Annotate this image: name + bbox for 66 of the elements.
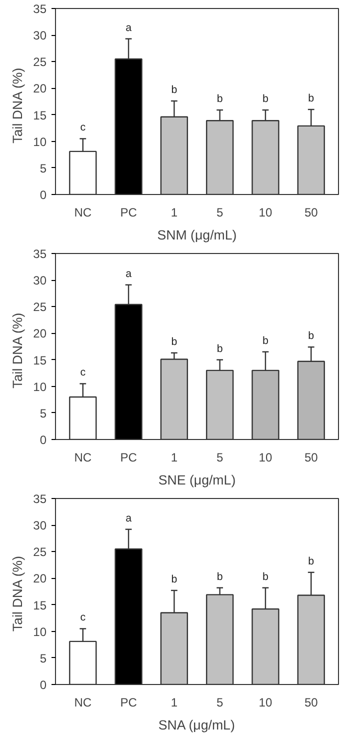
y-tick-label: 10 xyxy=(33,380,47,394)
y-tick-label: 25 xyxy=(33,545,47,560)
y-axis-title: Tail DNA (%) xyxy=(10,556,26,632)
y-tick-label: 25 xyxy=(33,55,47,70)
annotation: b xyxy=(216,570,223,583)
x-axis-title: SNM (μg/mL) xyxy=(157,228,237,242)
annotation: b xyxy=(308,330,314,342)
y-tick-label: 30 xyxy=(33,518,47,533)
x-tick-label: 10 xyxy=(258,206,272,220)
y-tick-label: 15 xyxy=(33,353,47,368)
x-tick-label: 5 xyxy=(216,696,224,710)
y-tick-label: 5 xyxy=(40,651,47,666)
x-axis-title: SNE (μg/mL) xyxy=(158,472,236,488)
x-tick-label: 1 xyxy=(170,206,178,220)
y-tick-label: 35 xyxy=(33,492,47,506)
y-tick-label: 30 xyxy=(33,28,47,43)
annotation: c xyxy=(80,122,86,134)
x-tick-label: 1 xyxy=(170,696,178,710)
y-tick-label: 35 xyxy=(33,2,47,16)
annotation: c xyxy=(80,366,86,379)
y-axis-title: Tail DNA (%) xyxy=(10,68,26,144)
x-tick-label: PC xyxy=(120,450,138,464)
y-tick-label: 5 xyxy=(40,406,47,420)
annotation: b xyxy=(262,570,269,583)
annotation: b xyxy=(171,573,178,586)
y-tick-label: 30 xyxy=(33,274,47,288)
x-tick-label: 50 xyxy=(304,696,318,710)
annotation: b xyxy=(308,92,314,104)
annotation: b xyxy=(262,93,269,106)
annotation: b xyxy=(308,555,314,568)
y-tick-label: 20 xyxy=(33,326,47,341)
y-tick-label: 0 xyxy=(40,678,47,692)
y-tick-label: 15 xyxy=(33,598,47,612)
annotation: a xyxy=(126,22,132,34)
x-tick-label: PC xyxy=(120,206,138,220)
x-tick-label: 5 xyxy=(216,206,224,220)
y-tick-label: 10 xyxy=(33,134,47,149)
annotation: b xyxy=(216,93,223,106)
x-tick-label: 10 xyxy=(258,696,272,710)
x-tick-label: NC xyxy=(74,450,92,464)
y-tick-label: 20 xyxy=(33,82,47,96)
x-tick-label: 10 xyxy=(258,450,272,464)
annotation: b xyxy=(262,334,269,347)
annotation: b xyxy=(171,84,178,96)
y-axis-title: Tail DNA (%) xyxy=(10,312,26,388)
x-tick-label: 1 xyxy=(170,450,178,464)
y-tick-label: 25 xyxy=(33,300,47,314)
x-tick-label: 50 xyxy=(304,206,318,220)
x-axis-title: SNA (μg/mL) xyxy=(158,718,235,732)
y-tick-label: 15 xyxy=(33,108,47,122)
y-tick-label: 0 xyxy=(40,433,47,447)
x-tick-label: 50 xyxy=(304,450,318,464)
y-tick-label: 35 xyxy=(33,247,47,261)
x-tick-label: 5 xyxy=(216,450,224,464)
annotation: a xyxy=(126,512,132,524)
x-tick-label: NC xyxy=(74,696,92,710)
annotation: b xyxy=(171,336,178,348)
y-tick-label: 20 xyxy=(33,572,47,586)
x-tick-label: NC xyxy=(74,206,92,220)
x-tick-label: PC xyxy=(120,696,138,710)
annotation: a xyxy=(126,268,132,280)
y-tick-label: 10 xyxy=(33,624,47,639)
y-tick-label: 5 xyxy=(40,161,47,176)
y-tick-label: 0 xyxy=(40,188,47,202)
annotation: c xyxy=(80,612,86,624)
annotation: b xyxy=(216,342,223,355)
